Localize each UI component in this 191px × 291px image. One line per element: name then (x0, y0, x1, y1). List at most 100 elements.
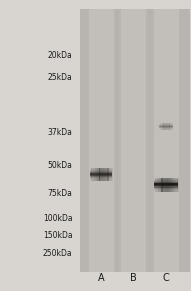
Bar (162, 123, 163, 130)
Bar (154, 189, 178, 190)
Bar (154, 183, 178, 184)
Text: 37kDa: 37kDa (48, 128, 73, 137)
Bar (158, 178, 159, 192)
Bar (167, 178, 168, 192)
Bar (164, 178, 165, 192)
Bar (109, 168, 110, 181)
Text: B: B (130, 273, 137, 283)
Bar (111, 168, 112, 181)
Bar (154, 178, 178, 179)
Bar (169, 178, 170, 192)
Bar (157, 178, 158, 192)
Bar (121, 9, 146, 272)
Bar (108, 168, 109, 181)
Bar (177, 178, 179, 192)
Bar (161, 123, 162, 130)
Bar (89, 9, 114, 272)
Bar (154, 186, 178, 187)
Bar (176, 178, 178, 192)
Bar (90, 173, 112, 174)
Bar (164, 123, 165, 130)
Bar (97, 168, 98, 181)
Text: 75kDa: 75kDa (48, 189, 73, 198)
Bar (104, 168, 105, 181)
Bar (154, 182, 178, 183)
Bar (90, 174, 112, 175)
Bar (154, 187, 178, 188)
Bar (156, 178, 157, 192)
Bar (105, 168, 106, 181)
Bar (90, 179, 112, 180)
Bar (102, 168, 103, 181)
Bar (98, 168, 99, 181)
Bar (154, 186, 178, 187)
Bar (171, 123, 172, 130)
Bar (164, 123, 165, 130)
Bar (163, 123, 164, 130)
Bar (161, 178, 163, 192)
Bar (80, 9, 190, 272)
Bar (163, 178, 164, 192)
Bar (169, 123, 170, 130)
Bar (110, 168, 111, 181)
Bar (154, 180, 178, 181)
Bar (159, 178, 160, 192)
Bar (112, 168, 113, 181)
Bar (171, 178, 172, 192)
Bar (90, 180, 112, 181)
Text: C: C (163, 273, 170, 283)
Bar (90, 172, 112, 173)
Bar (90, 177, 112, 178)
Bar (176, 178, 177, 192)
Bar (90, 180, 112, 181)
Bar (95, 168, 96, 181)
Text: 100kDa: 100kDa (43, 214, 73, 223)
Bar (154, 9, 179, 272)
Bar (154, 177, 178, 178)
Bar (174, 178, 175, 192)
Bar (154, 183, 178, 184)
Bar (160, 123, 161, 130)
Bar (154, 179, 178, 180)
Bar (93, 168, 94, 181)
Bar (155, 178, 156, 192)
Bar (162, 178, 163, 192)
Bar (90, 170, 112, 171)
Bar (159, 178, 161, 192)
Text: 25kDa: 25kDa (48, 73, 73, 81)
Bar (167, 123, 168, 130)
Bar (165, 123, 166, 130)
Bar (90, 177, 112, 178)
Bar (166, 123, 167, 130)
Bar (169, 123, 170, 130)
Bar (90, 171, 112, 172)
Bar (101, 168, 102, 181)
Text: A: A (98, 273, 104, 283)
Text: 20kDa: 20kDa (48, 51, 73, 60)
Bar (154, 184, 178, 185)
Bar (96, 168, 97, 181)
Bar (170, 123, 171, 130)
Bar (154, 188, 178, 189)
Bar (90, 168, 112, 169)
Bar (168, 178, 169, 192)
Bar (154, 185, 178, 186)
Bar (165, 178, 166, 192)
Bar (168, 123, 169, 130)
Bar (90, 169, 112, 170)
Bar (172, 178, 173, 192)
Bar (100, 168, 101, 181)
Bar (154, 180, 178, 181)
Bar (103, 168, 104, 181)
Bar (94, 168, 95, 181)
Bar (170, 178, 171, 192)
Text: 50kDa: 50kDa (48, 162, 73, 170)
Bar (90, 175, 112, 176)
Bar (92, 168, 93, 181)
Bar (154, 191, 178, 192)
Bar (107, 168, 108, 181)
Bar (154, 181, 178, 182)
Text: 150kDa: 150kDa (43, 231, 73, 240)
Text: 250kDa: 250kDa (43, 249, 73, 258)
Bar (175, 178, 176, 192)
